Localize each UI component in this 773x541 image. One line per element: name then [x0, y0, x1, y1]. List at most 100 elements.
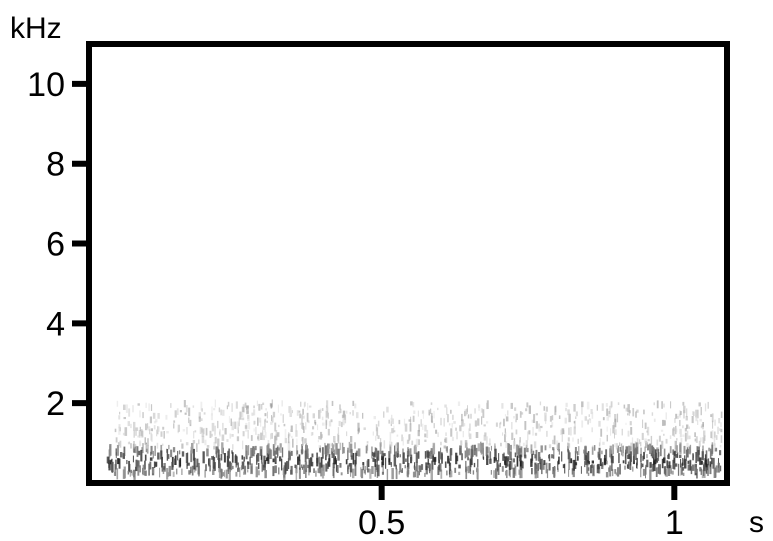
energy-mark-weak	[505, 416, 509, 422]
energy-mark-strong	[466, 447, 468, 457]
energy-mark-strong	[482, 456, 485, 460]
energy-mark-strong	[661, 458, 664, 469]
energy-mark-weak	[514, 407, 517, 411]
energy-mark-strong	[150, 445, 153, 455]
energy-mark-weak	[679, 411, 682, 415]
energy-mark-strong	[684, 462, 687, 469]
energy-mark-weak	[474, 408, 476, 414]
energy-mark-strong	[176, 468, 178, 475]
energy-mark-strong	[438, 459, 440, 464]
energy-mark-strong	[205, 464, 207, 472]
energy-mark-strong	[557, 468, 559, 472]
energy-mark-strong	[640, 468, 642, 478]
energy-mark-weak	[548, 444, 552, 449]
energy-mark-weak	[567, 437, 570, 442]
energy-mark-strong	[612, 469, 614, 477]
energy-mark-weak	[601, 403, 604, 411]
energy-mark-weak	[717, 426, 719, 435]
energy-mark-weak	[567, 409, 570, 416]
energy-mark-strong	[688, 446, 690, 454]
energy-mark-weak	[339, 442, 342, 451]
energy-mark-strong	[458, 464, 461, 469]
energy-mark-strong	[628, 445, 631, 455]
energy-mark-strong	[255, 466, 258, 478]
energy-mark-weak	[227, 401, 230, 407]
energy-mark-strong	[230, 462, 233, 471]
energy-mark-weak	[688, 426, 690, 429]
energy-mark-weak	[602, 441, 605, 445]
energy-mark-weak	[174, 410, 177, 418]
energy-mark-strong	[310, 457, 313, 467]
energy-mark-strong	[256, 453, 260, 462]
energy-mark-weak	[644, 438, 647, 443]
energy-mark-weak	[692, 411, 694, 416]
energy-mark-weak	[635, 411, 637, 418]
energy-mark-weak	[284, 429, 287, 438]
energy-mark-weak	[133, 430, 135, 438]
energy-mark-weak	[237, 427, 239, 434]
energy-mark-strong	[657, 466, 659, 474]
energy-mark-strong	[611, 453, 613, 462]
energy-mark-strong	[318, 462, 321, 474]
energy-mark-weak	[447, 414, 449, 423]
energy-mark-strong	[446, 470, 448, 476]
energy-mark-strong	[272, 444, 275, 456]
energy-mark-strong	[640, 462, 642, 469]
energy-mark-strong	[396, 442, 399, 454]
energy-mark-weak	[284, 438, 287, 444]
energy-mark-strong	[683, 445, 686, 454]
energy-mark-strong	[328, 458, 331, 467]
energy-mark-weak	[430, 408, 432, 414]
energy-mark-strong	[506, 457, 509, 467]
energy-mark-weak	[305, 422, 307, 430]
energy-mark-weak	[366, 441, 369, 444]
energy-mark-weak	[665, 412, 667, 420]
energy-mark-strong	[588, 461, 590, 465]
energy-mark-strong	[709, 466, 712, 474]
energy-mark-strong	[315, 470, 317, 477]
energy-mark-strong	[412, 471, 416, 478]
energy-mark-strong	[564, 463, 566, 474]
energy-mark-strong	[472, 470, 475, 475]
energy-mark-strong	[399, 454, 401, 458]
energy-mark-strong	[340, 472, 343, 476]
energy-mark-weak	[280, 413, 282, 416]
energy-mark-strong	[237, 462, 239, 470]
energy-mark-strong	[629, 459, 632, 470]
energy-mark-weak	[522, 442, 525, 447]
energy-mark-weak	[339, 404, 341, 410]
energy-mark-weak	[468, 432, 470, 439]
energy-mark-weak	[376, 427, 379, 436]
y-axis-label: kHz	[10, 12, 62, 45]
energy-mark-strong	[570, 458, 573, 464]
energy-mark-strong	[262, 464, 265, 471]
energy-mark-strong	[584, 446, 587, 454]
energy-mark-weak	[262, 430, 264, 436]
energy-mark-weak	[157, 413, 160, 419]
energy-mark-strong	[186, 463, 188, 469]
energy-mark-strong	[537, 463, 539, 471]
energy-mark-weak	[502, 432, 504, 436]
energy-mark-weak	[568, 413, 571, 423]
energy-mark-strong	[152, 468, 155, 474]
energy-mark-weak	[586, 401, 590, 410]
energy-mark-strong	[218, 457, 221, 468]
energy-mark-weak	[271, 415, 273, 422]
energy-mark-strong	[646, 454, 648, 459]
energy-mark-strong	[402, 452, 405, 464]
energy-mark-weak	[247, 414, 250, 419]
energy-mark-strong	[160, 444, 163, 456]
energy-mark-weak	[588, 414, 590, 417]
energy-mark-weak	[165, 414, 168, 420]
energy-mark-strong	[713, 467, 717, 478]
energy-mark-weak	[170, 403, 172, 408]
energy-mark-strong	[669, 446, 672, 454]
energy-mark-strong	[504, 463, 508, 468]
energy-mark-strong	[137, 466, 140, 476]
energy-mark-weak	[262, 435, 265, 441]
energy-mark-strong	[686, 446, 688, 452]
energy-mark-weak	[682, 425, 684, 429]
energy-mark-weak	[584, 416, 587, 421]
energy-mark-weak	[592, 445, 594, 448]
energy-mark-weak	[282, 414, 284, 423]
